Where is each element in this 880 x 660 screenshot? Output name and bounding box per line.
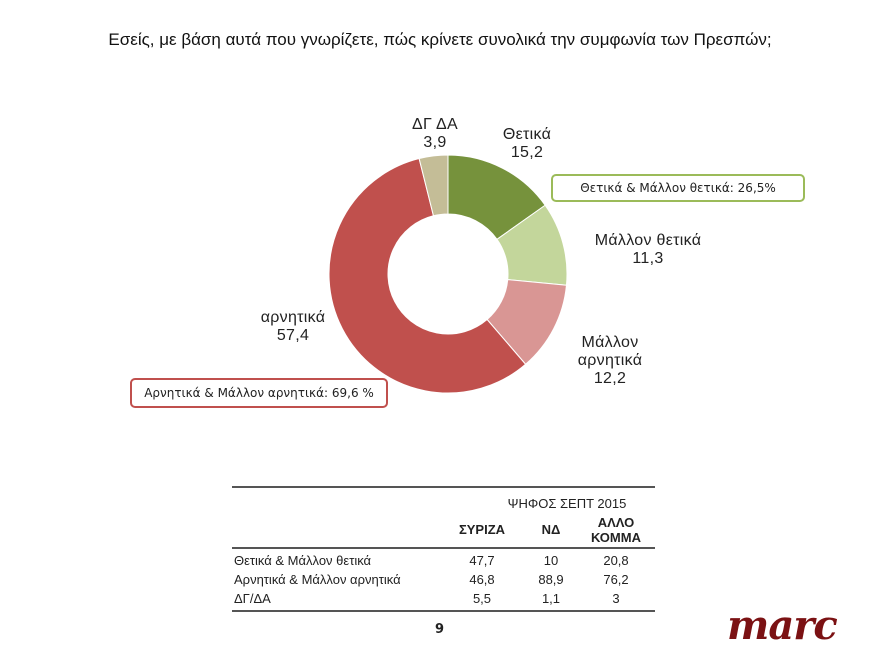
chart-title: Εσείς, με βάση αυτά που γνωρίζετε, πώς κ… (108, 30, 772, 49)
header-other-line1: ΑΛΛΟ (597, 514, 635, 530)
label-rather-negative-name-2: αρνητικά (577, 352, 643, 369)
label-negative-value: 57,4 (276, 327, 310, 344)
table-top-rule (232, 486, 655, 488)
cell-nd: 88,9 (538, 572, 564, 587)
header-nd: ΝΔ (541, 522, 561, 537)
cell-syriza: 5,5 (472, 591, 492, 606)
segment-dont-know (418, 154, 449, 217)
label-rather-negative: Μάλλον αρνητικά 12,2 (560, 334, 660, 388)
label-rather-negative-name-1: Μάλλον (581, 334, 639, 351)
table-body: Θετικά & Μάλλον θετικά 47,7 10 20,8 Αρνη… (232, 549, 655, 610)
donut-segments (328, 154, 568, 394)
cell-syriza: 46,8 (469, 572, 495, 587)
label-dk-name: ΔΓ ΔΑ (412, 116, 458, 133)
header-other-party: ΑΛΛΟ ΚΟΜΜΑ (577, 515, 655, 545)
header-syriza: ΣΥΡΙΖΑ (458, 522, 506, 537)
table-group-header: ΨΗΦΟΣ ΣΕΠΤ 2015 (232, 488, 655, 512)
table-row: ΔΓ/ΔΑ 5,5 1,1 3 (232, 589, 655, 608)
group-header-label: ΨΗΦΟΣ ΣΕΠΤ 2015 (507, 496, 627, 511)
label-dk-value: 3,9 (423, 134, 447, 151)
label-rather-positive: Μάλλον θετικά 11,3 (578, 232, 718, 268)
table-header-row: ΣΥΡΙΖΑ ΝΔ ΑΛΛΟ ΚΟΜΜΑ (232, 512, 655, 547)
cell-nd: 10 (543, 553, 559, 568)
label-dk: ΔΓ ΔΑ 3,9 (395, 116, 475, 152)
row-label: Αρνητικά & Μάλλον αρνητικά (234, 572, 401, 587)
table-row: Θετικά & Μάλλον θετικά 47,7 10 20,8 (232, 551, 655, 570)
marc-logo: marc (727, 602, 838, 649)
cell-other: 76,2 (603, 572, 629, 587)
label-negative: αρνητικά 57,4 (248, 309, 338, 345)
label-rather-negative-value: 12,2 (593, 370, 627, 387)
cell-syriza: 47,7 (469, 553, 495, 568)
row-label: Θετικά & Μάλλον θετικά (234, 553, 372, 568)
label-positive-name: Θετικά (502, 126, 552, 143)
table-row: Αρνητικά & Μάλλον αρνητικά 46,8 88,9 76,… (232, 570, 655, 589)
row-label: ΔΓ/ΔΑ (234, 591, 271, 606)
segment-negative (328, 157, 527, 394)
cell-other: 3 (612, 591, 620, 606)
label-positive-value: 15,2 (510, 144, 544, 161)
label-positive: Θετικά 15,2 (487, 126, 567, 162)
label-rather-positive-value: 11,3 (632, 250, 664, 267)
cell-nd: 1,1 (541, 591, 561, 606)
header-other-line2: ΚΟΜΜΑ (591, 529, 641, 545)
vote-crosstab-table: ΨΗΦΟΣ ΣΕΠΤ 2015 ΣΥΡΙΖΑ ΝΔ ΑΛΛΟ ΚΟΜΜΑ Θετ… (232, 486, 655, 612)
page-number: 9 (435, 622, 445, 637)
label-negative-name: αρνητικά (260, 309, 326, 326)
table-bottom-rule (232, 610, 655, 612)
callout-positive-total: Θετικά & Μάλλον θετικά: 26,5% (551, 174, 805, 202)
callout-negative-total: Αρνητικά & Μάλλον αρνητικά: 69,6 % (130, 378, 388, 408)
label-rather-positive-name: Μάλλον θετικά (594, 232, 702, 249)
table-header-rule (232, 547, 655, 549)
cell-other: 20,8 (603, 553, 629, 568)
